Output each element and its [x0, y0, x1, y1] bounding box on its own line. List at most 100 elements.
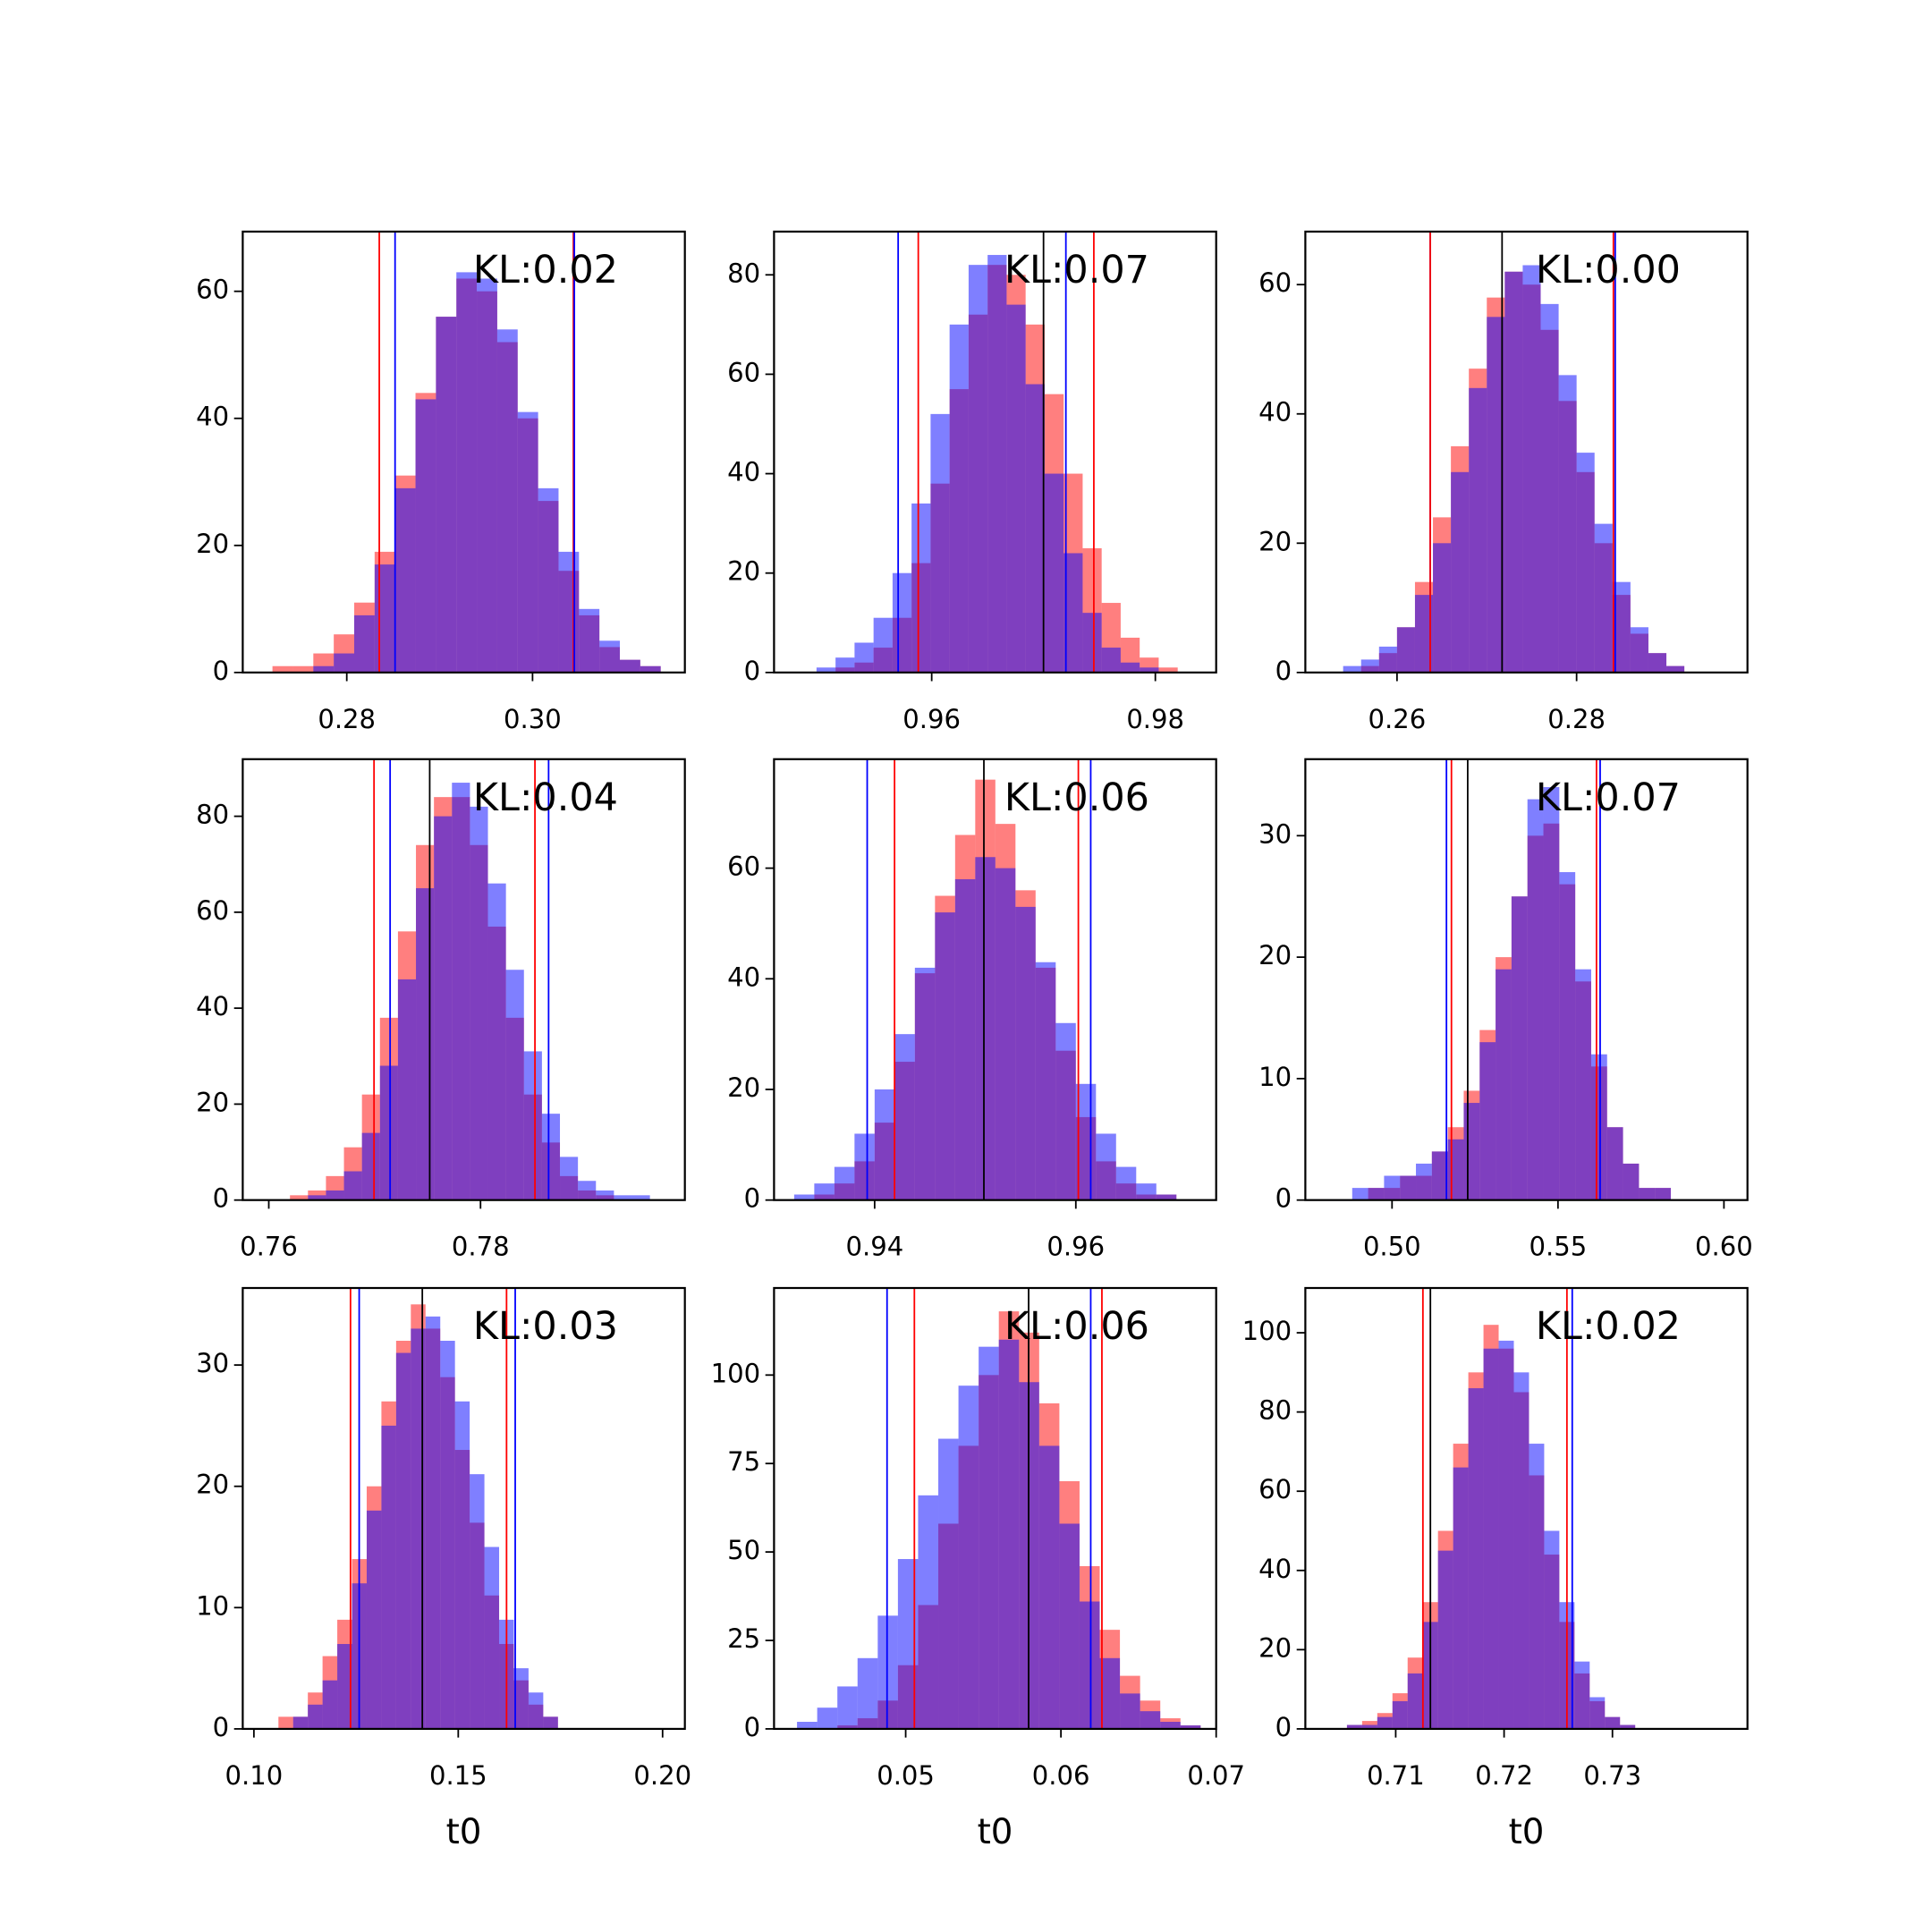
- histogram-bar: [620, 659, 640, 673]
- histogram-bar: [854, 1133, 875, 1200]
- histogram-bar: [374, 564, 395, 673]
- y-tick-label: 0: [744, 656, 761, 686]
- histogram-bar: [436, 317, 457, 673]
- histogram-bar: [1038, 1445, 1060, 1729]
- histogram-bar: [938, 1438, 959, 1729]
- histogram-bar: [452, 783, 470, 1200]
- histogram-bar: [1384, 1175, 1401, 1200]
- histogram-bar: [1180, 1724, 1201, 1729]
- y-tick-label: 80: [1258, 1395, 1292, 1426]
- histogram-bar: [1655, 1188, 1672, 1200]
- histogram-bar: [1540, 303, 1559, 673]
- histogram-bar: [454, 1401, 470, 1729]
- y-tick-label: 60: [196, 895, 229, 926]
- x-tick-label: 0.55: [1529, 1232, 1587, 1262]
- histogram-bar: [1343, 665, 1361, 673]
- y-tick-label: 0: [213, 1183, 230, 1214]
- y-tick-label: 100: [1242, 1316, 1292, 1346]
- x-tick-label: 0.28: [318, 704, 376, 734]
- y-tick-label: 0: [213, 656, 230, 686]
- histogram-bar: [930, 413, 950, 673]
- histogram-bar: [1522, 265, 1541, 673]
- histogram-bar: [416, 888, 435, 1200]
- histogram-bar: [1079, 1601, 1100, 1729]
- y-tick-label: 60: [1258, 1474, 1292, 1504]
- x-tick-label: 0.06: [1032, 1760, 1090, 1791]
- y-tick-label: 20: [196, 1087, 229, 1117]
- histogram-bar: [1025, 384, 1045, 673]
- y-tick-label: 100: [711, 1358, 760, 1388]
- histogram-bar: [579, 608, 600, 673]
- histogram-bar: [505, 970, 524, 1200]
- histogram-bar: [954, 878, 976, 1200]
- histogram-bar: [313, 665, 335, 673]
- histogram-bar: [1006, 304, 1026, 673]
- histogram-bar: [484, 1546, 500, 1729]
- y-tick-label: 20: [1258, 1632, 1292, 1663]
- y-tick-label: 40: [727, 962, 760, 992]
- histogram-bar: [1140, 667, 1159, 673]
- histogram-bar: [918, 1495, 939, 1729]
- histogram-bar: [914, 967, 936, 1200]
- histogram-bar: [1483, 1348, 1499, 1729]
- histogram-bar: [1589, 1697, 1606, 1729]
- histogram-bar: [1513, 1372, 1530, 1729]
- histogram-bar: [1469, 387, 1487, 673]
- y-tick-label: 60: [1258, 267, 1292, 298]
- histogram-bar: [631, 1195, 650, 1200]
- histogram-bar: [1156, 1194, 1177, 1200]
- histogram-bar: [1559, 872, 1576, 1200]
- histogram-bar: [397, 979, 417, 1200]
- axes-frame: [242, 758, 686, 1201]
- x-tick-label: 0.98: [1126, 704, 1184, 734]
- histogram-bar: [326, 1190, 344, 1200]
- histogram-bar: [1160, 1722, 1181, 1729]
- histogram-bar: [1082, 613, 1102, 673]
- histogram-bar: [835, 657, 855, 673]
- histogram-bar: [1447, 1139, 1464, 1200]
- histogram-bar: [874, 1089, 895, 1200]
- histogram-bar: [1140, 1711, 1161, 1729]
- histogram-bar: [968, 265, 988, 673]
- histogram-bar: [1451, 471, 1470, 673]
- annotation: KL:0.07: [1004, 248, 1149, 292]
- histogram-bar: [1612, 581, 1631, 673]
- histogram-bar: [1498, 1340, 1514, 1729]
- histogram-bar: [995, 868, 1016, 1200]
- histogram-bar: [797, 1722, 818, 1729]
- plot-area: [793, 758, 1177, 1200]
- plot-area: [797, 1288, 1201, 1729]
- x-tick-label: 0.73: [1583, 1760, 1641, 1791]
- histogram-bar: [1639, 1188, 1656, 1200]
- histogram-bar: [1576, 453, 1595, 673]
- histogram-bar: [1392, 1700, 1408, 1729]
- y-tick-label: 0: [1275, 1712, 1292, 1742]
- y-tick-label: 0: [744, 1712, 761, 1742]
- annotation: KL:0.03: [473, 1304, 618, 1349]
- histogram-bar: [1414, 595, 1434, 673]
- histogram-bar: [1035, 962, 1056, 1200]
- histogram-bar: [1437, 1550, 1453, 1729]
- histogram-bar: [834, 1166, 855, 1200]
- histogram-bar: [1158, 667, 1178, 673]
- histogram-bar: [1630, 627, 1648, 673]
- histogram-bar: [1666, 665, 1685, 673]
- histogram-bar: [596, 1190, 614, 1200]
- x-tick-label: 0.07: [1187, 1760, 1245, 1791]
- histogram-bar: [337, 1643, 352, 1729]
- y-tick-label: 20: [196, 1470, 229, 1500]
- x-axis-label: t0: [446, 1812, 482, 1852]
- annotation: KL:0.04: [473, 775, 618, 820]
- y-tick-label: 40: [196, 402, 229, 432]
- histogram-bar: [1431, 1151, 1448, 1200]
- axes-frame: [1304, 758, 1749, 1201]
- histogram-bar: [394, 487, 416, 673]
- histogram-bar: [1352, 1188, 1368, 1200]
- x-tick-label: 0.10: [225, 1760, 283, 1791]
- y-tick-label: 60: [727, 357, 760, 387]
- histogram-bar: [560, 1157, 579, 1200]
- histogram-bar: [1115, 1166, 1137, 1200]
- x-tick-label: 0.96: [902, 704, 961, 734]
- y-tick-label: 20: [727, 1072, 760, 1103]
